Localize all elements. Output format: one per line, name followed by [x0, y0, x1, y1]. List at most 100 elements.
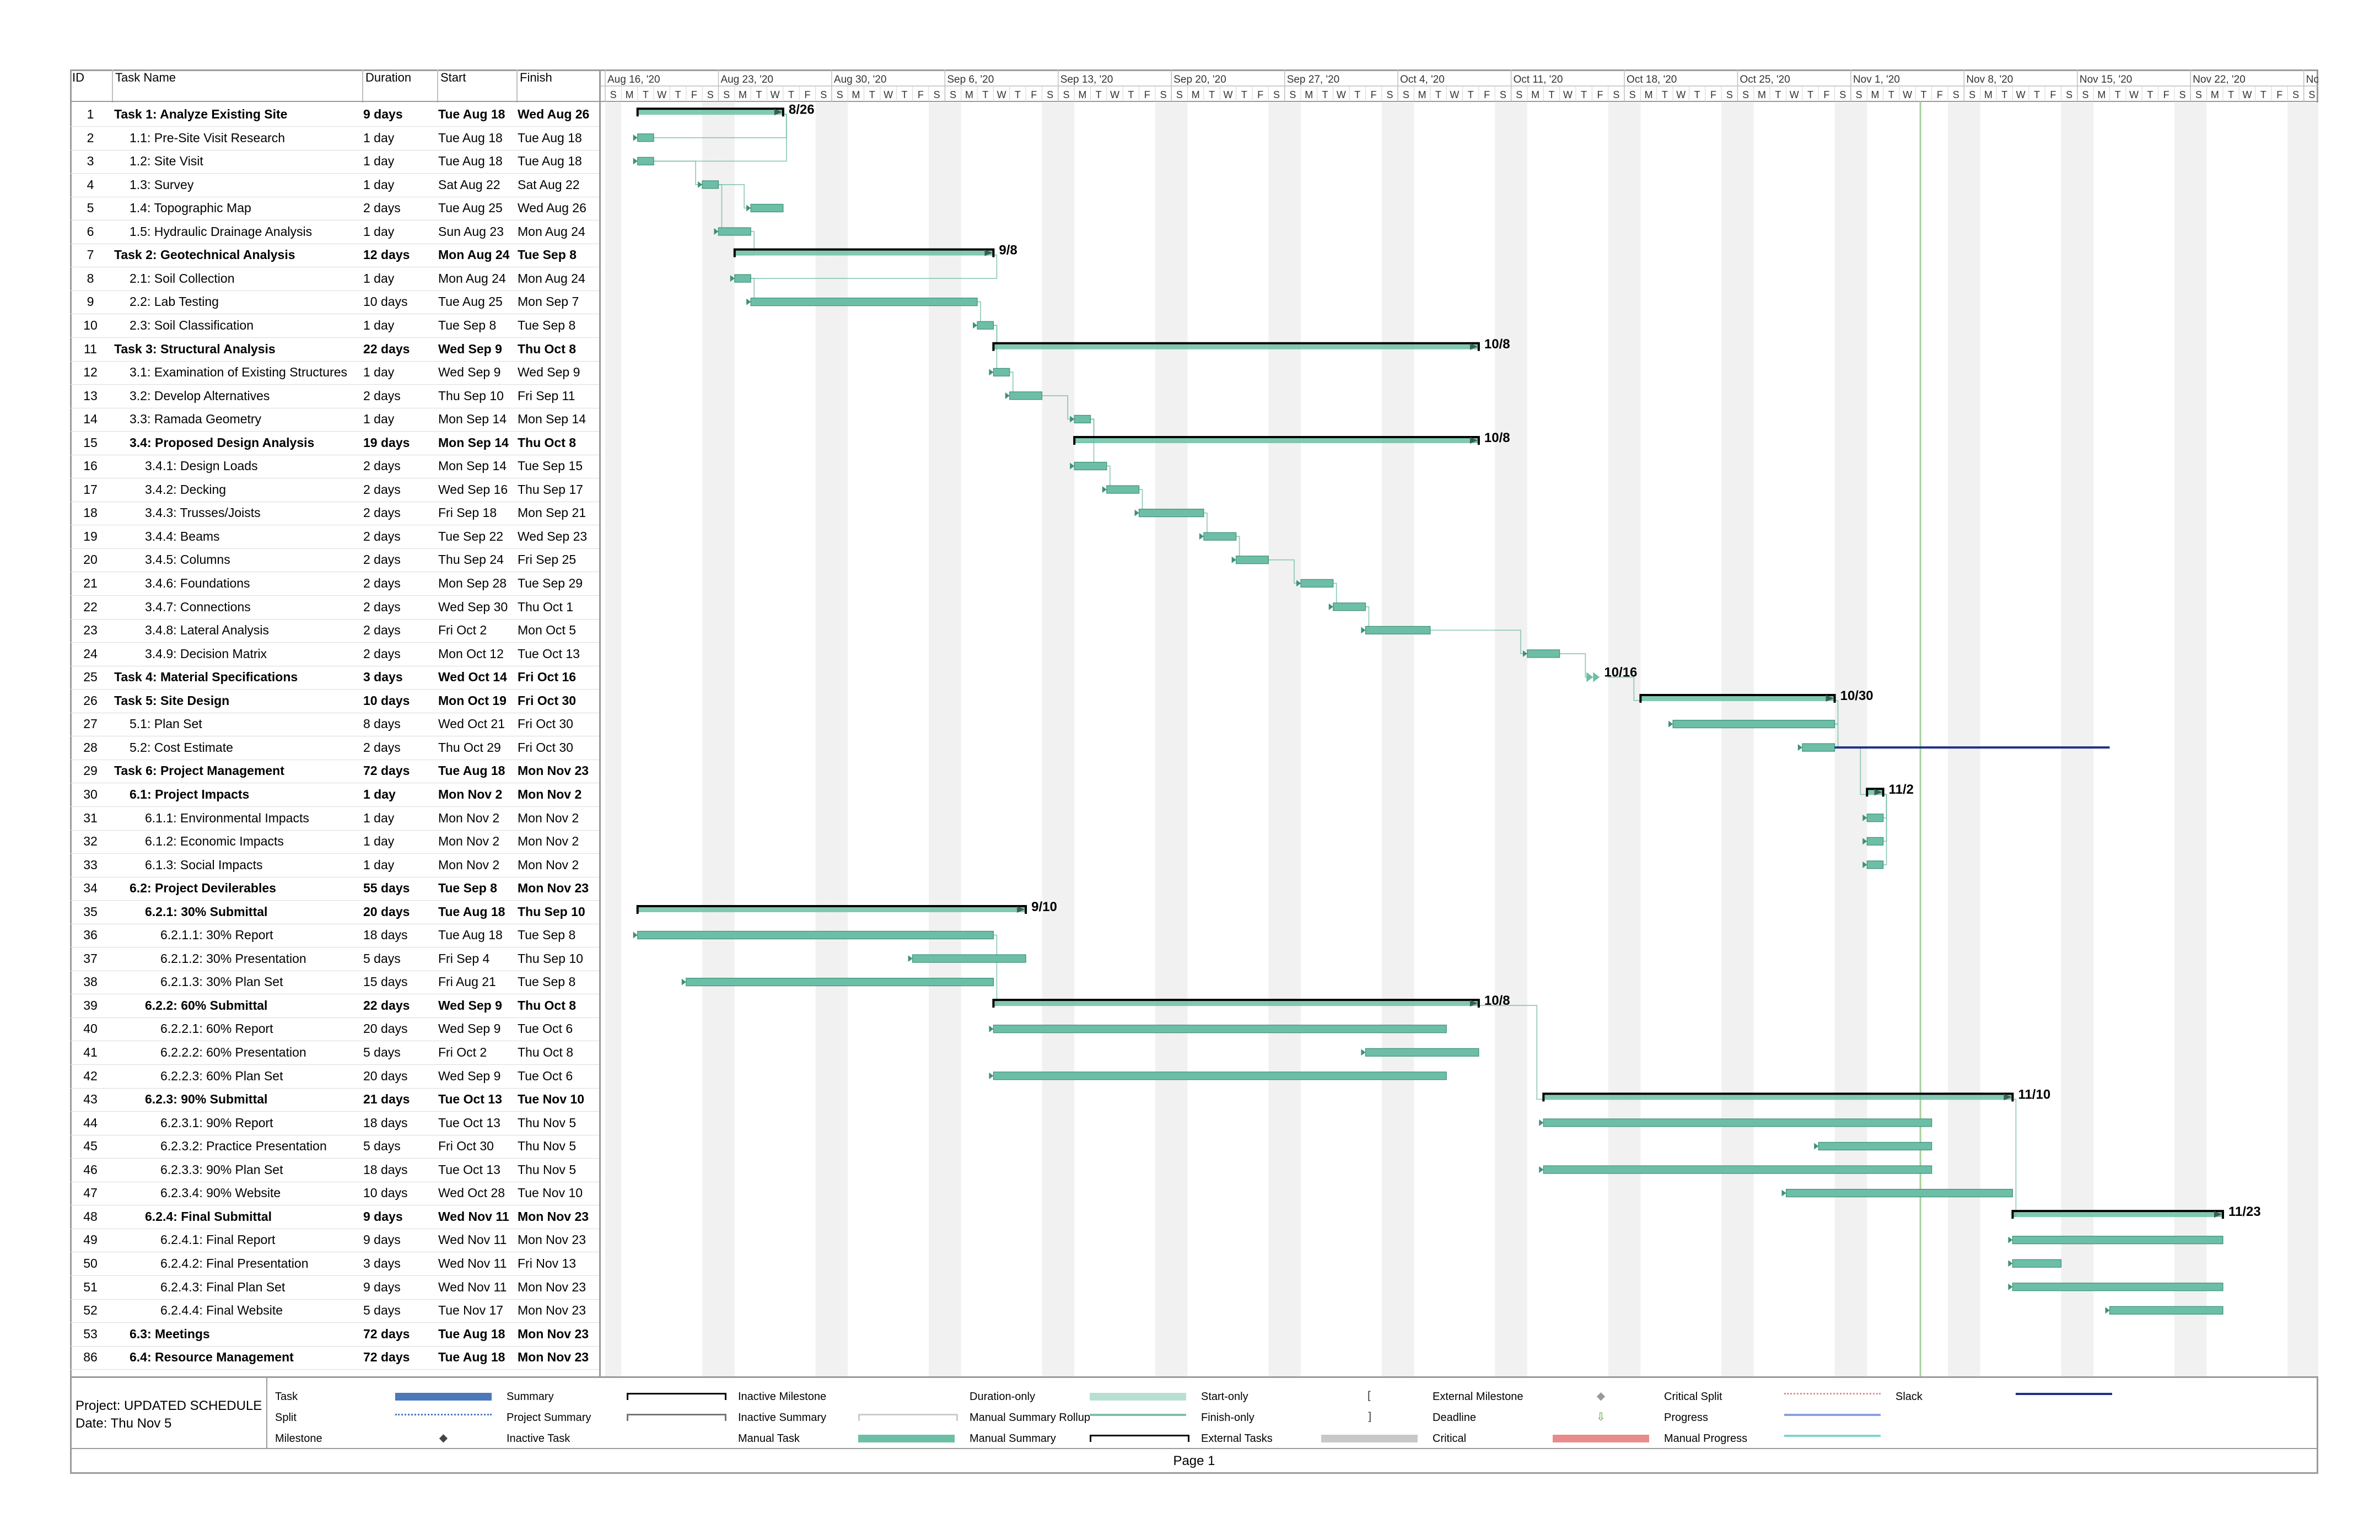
legend-item-label: Task [275, 1391, 298, 1403]
table-row[interactable]: 26 Task 5: Site Design 10 days Mon Oct 19 Fr… [70, 689, 599, 713]
task-bar [977, 321, 994, 330]
table-row[interactable]: 8 2.1: Soil Collection 1 day Mon Aug 24 Mon … [70, 267, 599, 291]
table-row[interactable]: 14 3.3: Ramada Geometry 1 day Mon Sep 14 Mon… [70, 407, 599, 432]
task-finish: Thu Nov 5 [518, 1115, 577, 1130]
task-name: 6.2.2.1: 60% Report [160, 1021, 273, 1036]
task-duration: 2 days [363, 388, 401, 403]
task-duration: 2 days [363, 599, 401, 614]
task-duration: 3 days [363, 670, 403, 685]
table-row[interactable]: 5 1.4: Topographic Map 2 days Tue Aug 25 Wed… [70, 196, 599, 221]
legend-item-label: Milestone [275, 1433, 322, 1445]
task-start: Wed Oct 14 [438, 670, 507, 685]
task-finish: Tue Sep 29 [518, 576, 583, 590]
day-label: S [1386, 89, 1393, 100]
task-start: Wed Sep 9 [438, 1068, 501, 1083]
day-label: W [1790, 89, 1799, 100]
table-row[interactable]: 47 6.2.3.4: 90% Website 10 days Wed Oct 28 T… [70, 1181, 599, 1206]
table-row[interactable]: 52 6.2.4.4: Final Website 5 days Tue Nov 17… [70, 1299, 599, 1323]
day-label: T [1241, 89, 1247, 100]
task-start: Fri Sep 4 [438, 951, 490, 966]
table-row[interactable]: 3 1.2: Site Visit 1 day Tue Aug 18 Tue Aug 1… [70, 149, 599, 174]
table-row[interactable]: 38 6.2.1.3: 30% Plan Set 15 days Fri Aug 21… [70, 970, 599, 995]
table-row[interactable]: 86 6.4: Resource Management 72 days Tue Aug… [70, 1345, 599, 1370]
table-row[interactable]: 45 6.2.3.2: Practice Presentation 5 days Fr… [70, 1134, 599, 1159]
table-row[interactable]: 31 6.1.1: Environmental Impacts 1 day Mon N… [70, 806, 599, 831]
day-label: T [1096, 89, 1102, 100]
day-label: M [1871, 89, 1879, 100]
table-row[interactable]: 28 5.2: Cost Estimate 2 days Thu Oct 29 Fri … [70, 736, 599, 760]
table-chart-divider[interactable] [599, 69, 601, 1376]
table-row[interactable]: 17 3.4.2: Decking 2 days Wed Sep 16 Thu Sep … [70, 478, 599, 502]
task-finish: Tue Sep 8 [518, 974, 576, 989]
table-row[interactable]: 23 3.4.8: Lateral Analysis 2 days Fri Oct 2… [70, 618, 599, 643]
table-row[interactable]: 4 1.3: Survey 1 day Sat Aug 22 Sat Aug 22 [70, 173, 599, 197]
table-row[interactable]: 33 6.1.3: Social Impacts 1 day Mon Nov 2 Mon… [70, 853, 599, 877]
summary-end-arrow [1469, 1000, 1478, 1007]
table-row[interactable]: 24 3.4.9: Decision Matrix 2 days Mon Oct 12… [70, 642, 599, 666]
task-bar [993, 1071, 1447, 1080]
legend-project-name: Project: UPDATED SCHEDULE [76, 1398, 262, 1413]
table-row[interactable]: 16 3.4.1: Design Loads 2 days Mon Sep 14 Tue… [70, 454, 599, 479]
table-row[interactable]: 12 3.1: Examination of Existing Structure… [70, 360, 599, 385]
table-row[interactable]: 41 6.2.2.2: 60% Presentation 5 days Fri Oct… [70, 1041, 599, 1065]
day-label: M [965, 89, 973, 100]
link-arrow [633, 158, 638, 165]
table-row[interactable]: 43 6.2.3: 90% Submittal 21 days Tue Oct 13 T… [70, 1087, 599, 1112]
table-row[interactable]: 49 6.2.4.1: Final Report 9 days Wed Nov 11 M… [70, 1228, 599, 1253]
summary-bar [636, 107, 784, 117]
table-row[interactable]: 44 6.2.3.1: 90% Report 18 days Tue Oct 13 Th… [70, 1111, 599, 1135]
table-row[interactable]: 53 6.3: Meetings 72 days Tue Aug 18 Mon Nov … [70, 1322, 599, 1347]
task-id: 53 [83, 1326, 98, 1341]
task-id: 25 [83, 670, 98, 685]
table-row[interactable]: 50 6.2.4.2: Final Presentation 3 days Wed N… [70, 1252, 599, 1276]
table-row[interactable]: 32 6.1.2: Economic Impacts 1 day Mon Nov 2 M… [70, 830, 599, 854]
task-duration: 8 days [363, 717, 401, 731]
table-row[interactable]: 11 Task 3: Structural Analysis 22 days Wed … [70, 337, 599, 362]
task-bar [686, 978, 994, 987]
table-row[interactable]: 20 3.4.5: Columns 2 days Thu Sep 24 Fri Sep … [70, 548, 599, 573]
table-row[interactable]: 1 Task 1: Analyze Existing Site 9 days Tue … [70, 103, 599, 127]
table-row[interactable]: 18 3.4.3: Trusses/Joists 2 days Fri Sep 18 M… [70, 501, 599, 526]
column-header-duration[interactable]: Duration [363, 69, 438, 103]
day-label: M [1078, 89, 1086, 100]
table-row[interactable]: 27 5.1: Plan Set 8 days Wed Oct 21 Fri Oct 3… [70, 712, 599, 737]
bar-date-label: 11/10 [2018, 1087, 2050, 1102]
column-header-name[interactable]: Task Name [113, 69, 363, 103]
table-row[interactable]: 13 3.2: Develop Alternatives 2 days Thu Sep… [70, 384, 599, 408]
table-row[interactable]: 36 6.2.1.1: 30% Report 18 days Tue Aug 18 Tu… [70, 923, 599, 948]
table-row[interactable]: 46 6.2.3.3: 90% Plan Set 18 days Tue Oct 13… [70, 1158, 599, 1182]
legend-item-label: Inactive Milestone [738, 1391, 827, 1403]
table-row[interactable]: 15 3.4: Proposed Design Analysis 19 days Mo… [70, 431, 599, 455]
table-row[interactable]: 25 Task 4: Material Specifications 3 days W… [70, 665, 599, 690]
table-row[interactable]: 2 1.1: Pre-Site Visit Research 1 day Tue Au… [70, 126, 599, 150]
table-row[interactable]: 21 3.4.6: Foundations 2 days Mon Sep 28 Tue … [70, 572, 599, 596]
table-row[interactable]: 37 6.2.1.2: 30% Presentation 5 days Fri Sep… [70, 947, 599, 971]
table-row[interactable]: 39 6.2.2: 60% Submittal 22 days Wed Sep 9 Th… [70, 994, 599, 1018]
task-bar [2012, 1283, 2223, 1291]
column-header-start[interactable]: Start [438, 69, 518, 103]
day-label: W [1903, 89, 1912, 100]
table-row[interactable]: 22 3.4.7: Connections 2 days Wed Sep 30 Thu … [70, 595, 599, 620]
task-duration: 2 days [363, 552, 401, 567]
table-row[interactable]: 29 Task 6: Project Management 72 days Tue A… [70, 759, 599, 784]
link-arrow [1539, 1119, 1544, 1126]
table-row[interactable]: 9 2.2: Lab Testing 10 days Tue Aug 25 Mon Se… [70, 290, 599, 315]
task-id: 2 [87, 130, 94, 145]
table-row[interactable]: 30 6.1: Project Impacts 1 day Mon Nov 2 Mon … [70, 783, 599, 807]
column-header-finish[interactable]: Finish [520, 71, 552, 84]
column-header-id[interactable]: ID [70, 69, 113, 103]
task-name: 1.2: Site Visit [130, 154, 203, 169]
table-row[interactable]: 34 6.2: Project Devilerables 55 days Tue Se… [70, 876, 599, 901]
table-row[interactable]: 6 1.5: Hydraulic Drainage Analysis 1 day Su… [70, 220, 599, 244]
table-row[interactable]: 48 6.2.4: Final Submittal 9 days Wed Nov 11… [70, 1205, 599, 1229]
table-row[interactable]: 19 3.4.4: Beams 2 days Tue Sep 22 Wed Sep 23 [70, 525, 599, 549]
table-row[interactable]: 35 6.2.1: 30% Submittal 20 days Tue Aug 18 T… [70, 900, 599, 924]
table-row[interactable]: 10 2.3: Soil Classification 1 day Tue Sep 8… [70, 314, 599, 338]
table-row[interactable]: 7 Task 2: Geotechnical Analysis 12 days Mon… [70, 243, 599, 268]
legend-vertical-divider [266, 1378, 267, 1448]
table-row[interactable]: 51 6.2.4.3: Final Plan Set 9 days Wed Nov 1… [70, 1275, 599, 1300]
table-row[interactable]: 42 6.2.2.3: 60% Plan Set 20 days Wed Sep 9 T… [70, 1064, 599, 1089]
link-arrow [908, 955, 913, 962]
task-duration: 22 days [363, 341, 410, 356]
table-row[interactable]: 40 6.2.2.1: 60% Report 20 days Wed Sep 9 Tue… [70, 1017, 599, 1042]
